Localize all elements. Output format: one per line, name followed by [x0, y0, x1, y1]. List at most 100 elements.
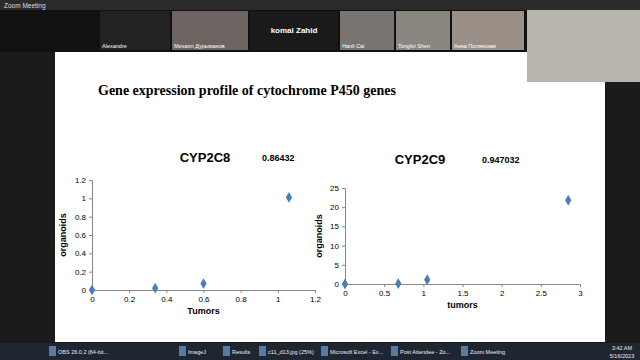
y-tick-label: 0.6: [75, 231, 87, 240]
y-tick-label: 0.2: [75, 268, 87, 277]
x-tick: 0.4: [161, 290, 173, 304]
x-tick: 1: [276, 290, 281, 304]
taskbar-icon: [259, 346, 266, 356]
x-axis-title: Tumors: [187, 306, 219, 316]
y-tick: 25: [330, 184, 345, 193]
participant-tile: [250, 11, 338, 50]
chart-title: CYP2C8: [180, 150, 231, 165]
x-tick: 2: [500, 284, 505, 298]
taskbar-item[interactable]: Microsoft Excel - Ex...: [330, 349, 384, 355]
participant-tile: [100, 11, 170, 50]
x-tick-label: 3: [578, 289, 583, 298]
y-tick-mark: [342, 226, 345, 227]
x-tick-label: 0.8: [236, 295, 248, 304]
y-tick: 0.4: [75, 249, 92, 258]
x-tick-mark: [423, 284, 424, 287]
y-tick: 1: [82, 194, 92, 203]
taskbar-icon: [391, 346, 398, 356]
y-tick-mark: [342, 246, 345, 247]
x-tick-label: 1.2: [310, 295, 322, 304]
point: [424, 274, 430, 285]
title-bar: [0, 0, 640, 10]
participant-name: Михаил Дурыманов: [174, 43, 225, 49]
x-tick: 0.8: [236, 290, 248, 304]
x-axis-line: [93, 291, 316, 294]
x-tick: 1.5: [457, 284, 469, 298]
y-tick-mark: [89, 235, 92, 236]
participant-tile: [172, 11, 248, 50]
x-tick-mark: [241, 290, 242, 293]
x-axis-line: [346, 285, 581, 288]
x-axis-title: tumors: [447, 300, 478, 310]
participant-tile: [340, 11, 394, 50]
y-tick: 5: [335, 261, 345, 270]
annotation: 0.947032: [482, 155, 520, 165]
x-tick-label: 1.5: [457, 289, 469, 298]
self-video: [527, 10, 640, 82]
chart-title: CYP2C9: [395, 152, 446, 167]
y-tick: 0.6: [75, 231, 92, 240]
y-tick-label: 10: [330, 242, 339, 251]
x-tick-label: 0.5: [379, 289, 391, 298]
taskbar-item[interactable]: Zoom Meeting: [470, 349, 505, 355]
participant-tile: [452, 11, 524, 50]
x-tick-mark: [166, 290, 167, 293]
x-tick: 1: [422, 284, 427, 298]
taskbar: [0, 343, 640, 360]
point: [286, 192, 292, 203]
x-tick: 0.6: [198, 290, 210, 304]
y-tick-label: 25: [330, 184, 339, 193]
participant-name: Hanli Cai: [342, 43, 364, 49]
point: [342, 279, 348, 289]
y-tick: 10: [330, 242, 345, 251]
taskbar-item[interactable]: Post Attendee - Zo...: [400, 349, 451, 355]
x-tick-label: 0.6: [198, 295, 210, 304]
y-tick-label: 0: [335, 280, 340, 289]
x-tick-mark: [384, 284, 385, 287]
x-tick-mark: [204, 290, 205, 293]
taskbar-item[interactable]: c11_d13.jpg (25%): [268, 349, 314, 355]
x-tick: 1.2: [310, 290, 322, 304]
y-tick-label: 0.8: [75, 213, 87, 222]
y-tick-mark: [89, 253, 92, 254]
participant-tile: [396, 11, 450, 50]
points: [89, 192, 292, 295]
y-axis: 00.20.40.60.811.2: [75, 176, 93, 295]
y-tick-label: 15: [330, 222, 339, 231]
taskbar-icon: [223, 346, 230, 356]
y-tick-label: 1.2: [75, 176, 87, 185]
taskbar-icon: [461, 346, 468, 356]
slide-title: Gene expression profile of cytochrome P4…: [98, 83, 396, 98]
point: [89, 285, 95, 295]
taskbar-item[interactable]: Results: [232, 349, 251, 355]
y-tick: 20: [330, 203, 345, 212]
clock-date: 5/16/2023: [610, 353, 634, 359]
x-tick-mark: [315, 290, 316, 293]
y-tick-mark: [342, 207, 345, 208]
y-tick-label: 20: [330, 203, 339, 212]
y-axis-line: [342, 189, 346, 285]
x-axis: 00.511.522.53: [343, 284, 583, 298]
y-tick-mark: [89, 272, 92, 273]
x-tick-mark: [278, 290, 279, 293]
y-axis-line: [89, 181, 93, 291]
clock-time: 3:42 AM: [612, 345, 633, 351]
y-tick: 0.8: [75, 213, 92, 222]
x-tick: 0.5: [379, 284, 391, 298]
x-tick: 2.5: [536, 284, 548, 298]
x-tick-label: 2: [500, 289, 505, 298]
taskbar-item[interactable]: ImageJ: [188, 349, 206, 355]
taskbar-icon: [49, 346, 56, 356]
participant-name: komal Zahid: [271, 26, 318, 35]
point: [395, 278, 401, 289]
chart: CYP2C9 0.947032 0 0.5 1 1.5 2 2.5 3 0 5 10 15 20 25 tum…: [314, 152, 583, 310]
y-axis: 0 5 10 15 20 25: [330, 184, 345, 289]
y-tick: 0.2: [75, 268, 92, 277]
y-tick-mark: [89, 180, 92, 181]
y-tick-mark: [89, 198, 92, 199]
y-tick: 15: [330, 222, 345, 231]
x-tick-mark: [502, 284, 503, 287]
taskbar-item[interactable]: OBS 26.0.2 (64-bit...: [58, 349, 109, 355]
x-tick-mark: [541, 284, 542, 287]
y-axis-title: organoids: [314, 214, 324, 258]
